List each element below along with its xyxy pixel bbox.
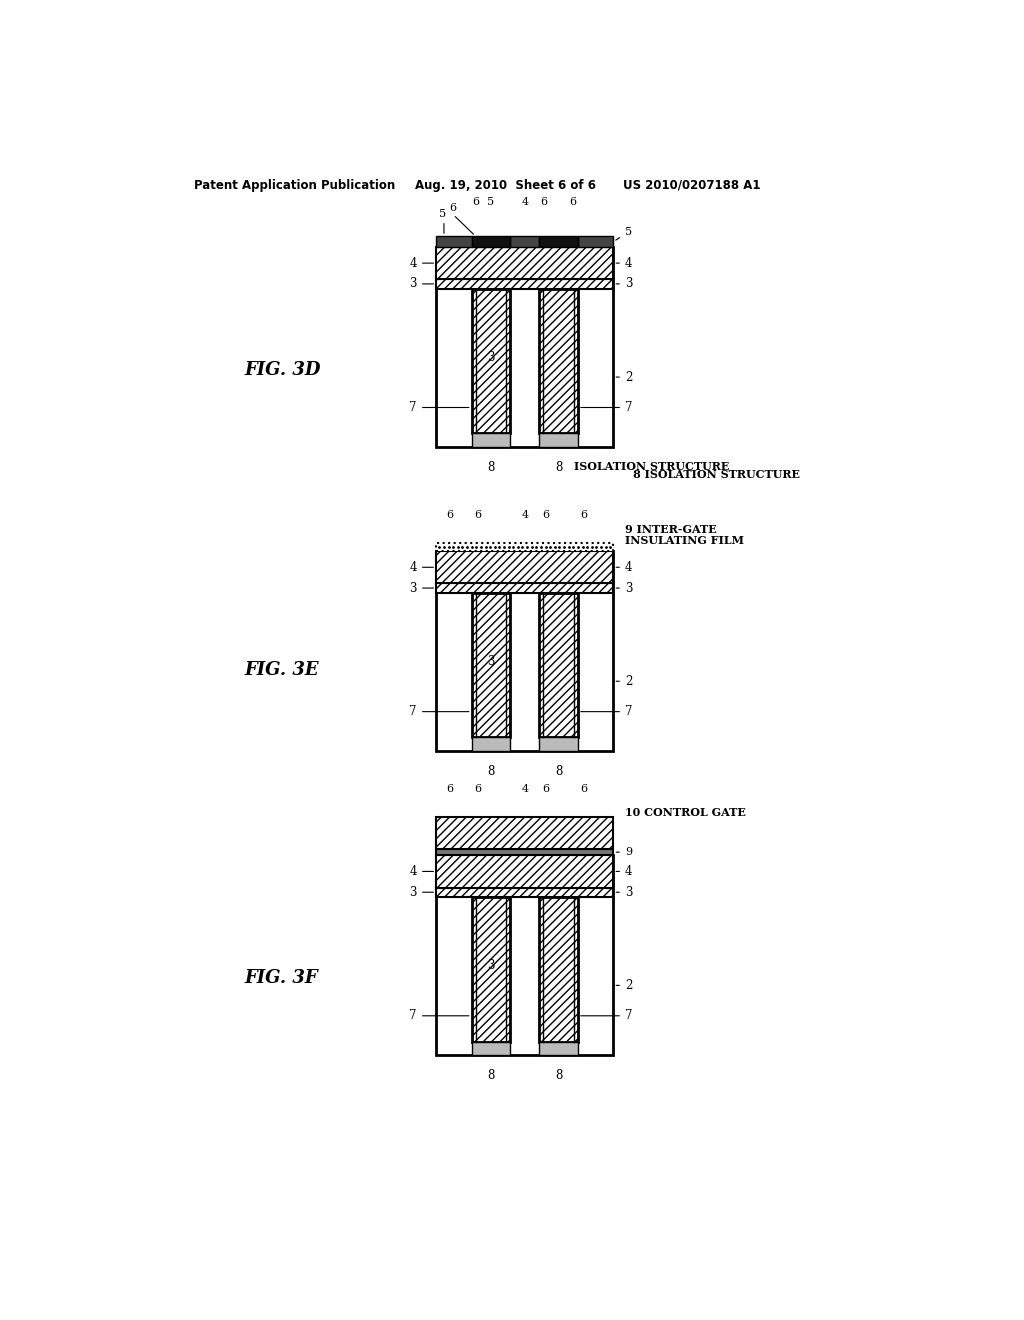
Bar xyxy=(436,849,613,855)
Bar xyxy=(436,236,472,247)
Bar xyxy=(578,236,613,247)
Text: 5: 5 xyxy=(439,210,446,219)
Bar xyxy=(436,855,613,1056)
Text: 6: 6 xyxy=(581,511,588,520)
Bar xyxy=(472,1041,510,1056)
Text: 3: 3 xyxy=(616,886,633,899)
Bar xyxy=(436,552,613,583)
Text: 4: 4 xyxy=(410,865,433,878)
Bar xyxy=(472,738,510,751)
Text: 7: 7 xyxy=(581,1010,633,1022)
Bar xyxy=(436,855,613,887)
Text: 4: 4 xyxy=(521,784,528,793)
Text: 5: 5 xyxy=(487,197,495,207)
Bar xyxy=(472,236,510,247)
Bar xyxy=(436,280,613,289)
Bar xyxy=(472,593,510,738)
Text: 6: 6 xyxy=(446,784,454,793)
Text: 6: 6 xyxy=(474,511,481,520)
Bar xyxy=(540,1041,578,1056)
Text: 4: 4 xyxy=(521,511,528,520)
Text: ISOLATION STRUCTURE: ISOLATION STRUCTURE xyxy=(574,461,729,473)
Text: 8: 8 xyxy=(555,1069,562,1082)
Text: 6: 6 xyxy=(542,784,549,793)
Text: 8: 8 xyxy=(487,766,495,779)
Text: 6: 6 xyxy=(473,197,480,207)
Text: 6: 6 xyxy=(474,784,481,793)
Text: FIG. 3E: FIG. 3E xyxy=(245,661,319,680)
Bar xyxy=(436,247,613,447)
Text: 3: 3 xyxy=(410,277,433,290)
Text: INSULATING FILM: INSULATING FILM xyxy=(625,535,743,546)
Bar xyxy=(540,896,578,1041)
Text: 6: 6 xyxy=(541,197,548,207)
Text: 4: 4 xyxy=(410,561,433,574)
Bar xyxy=(540,433,578,447)
Text: Patent Application Publication: Patent Application Publication xyxy=(194,178,395,191)
Text: 6: 6 xyxy=(450,203,457,213)
Text: 6: 6 xyxy=(446,511,454,520)
Bar xyxy=(436,887,613,896)
Bar xyxy=(540,593,578,738)
Text: 3: 3 xyxy=(487,958,495,972)
Text: 7: 7 xyxy=(581,401,633,414)
Text: 6: 6 xyxy=(542,511,549,520)
Bar xyxy=(510,236,540,247)
Text: 7: 7 xyxy=(410,705,469,718)
Bar xyxy=(540,236,578,247)
Text: 2: 2 xyxy=(616,371,632,384)
Text: 4: 4 xyxy=(521,197,528,207)
Text: 3: 3 xyxy=(616,582,633,594)
Text: 8: 8 xyxy=(555,461,562,474)
Text: 3: 3 xyxy=(616,277,633,290)
Text: Aug. 19, 2010  Sheet 6 of 6: Aug. 19, 2010 Sheet 6 of 6 xyxy=(416,178,596,191)
Text: 2: 2 xyxy=(616,979,632,991)
Text: 6: 6 xyxy=(581,784,588,793)
Text: 3: 3 xyxy=(487,655,495,668)
Text: 5: 5 xyxy=(615,227,632,240)
Text: 7: 7 xyxy=(410,1010,469,1022)
Text: 8: 8 xyxy=(487,461,495,474)
Text: 8: 8 xyxy=(487,1069,495,1082)
Text: 4: 4 xyxy=(616,561,633,574)
Bar xyxy=(436,583,613,593)
Text: 4: 4 xyxy=(616,865,633,878)
Text: FIG. 3F: FIG. 3F xyxy=(245,969,318,987)
Text: 8 ISOLATION STRUCTURE: 8 ISOLATION STRUCTURE xyxy=(633,469,800,479)
Bar xyxy=(436,247,613,280)
Text: 4: 4 xyxy=(616,256,633,269)
Text: 7: 7 xyxy=(581,705,633,718)
Text: 3: 3 xyxy=(487,351,495,363)
Text: 7: 7 xyxy=(410,401,469,414)
Text: 9 INTER-GATE: 9 INTER-GATE xyxy=(625,524,717,535)
Bar xyxy=(436,544,613,552)
Bar xyxy=(436,817,613,849)
Bar xyxy=(472,433,510,447)
Bar xyxy=(472,896,510,1041)
Text: 4: 4 xyxy=(410,256,433,269)
Text: 3: 3 xyxy=(410,582,433,594)
Text: 8: 8 xyxy=(555,766,562,779)
Text: FIG. 3D: FIG. 3D xyxy=(245,362,321,379)
Text: 10 CONTROL GATE: 10 CONTROL GATE xyxy=(625,808,745,818)
Bar xyxy=(540,738,578,751)
Text: 9: 9 xyxy=(616,847,632,857)
Bar xyxy=(472,289,510,433)
Text: 6: 6 xyxy=(569,197,577,207)
Text: 2: 2 xyxy=(616,675,632,688)
Bar xyxy=(540,289,578,433)
Text: US 2010/0207188 A1: US 2010/0207188 A1 xyxy=(624,178,761,191)
Bar xyxy=(436,552,613,751)
Text: 3: 3 xyxy=(410,886,433,899)
